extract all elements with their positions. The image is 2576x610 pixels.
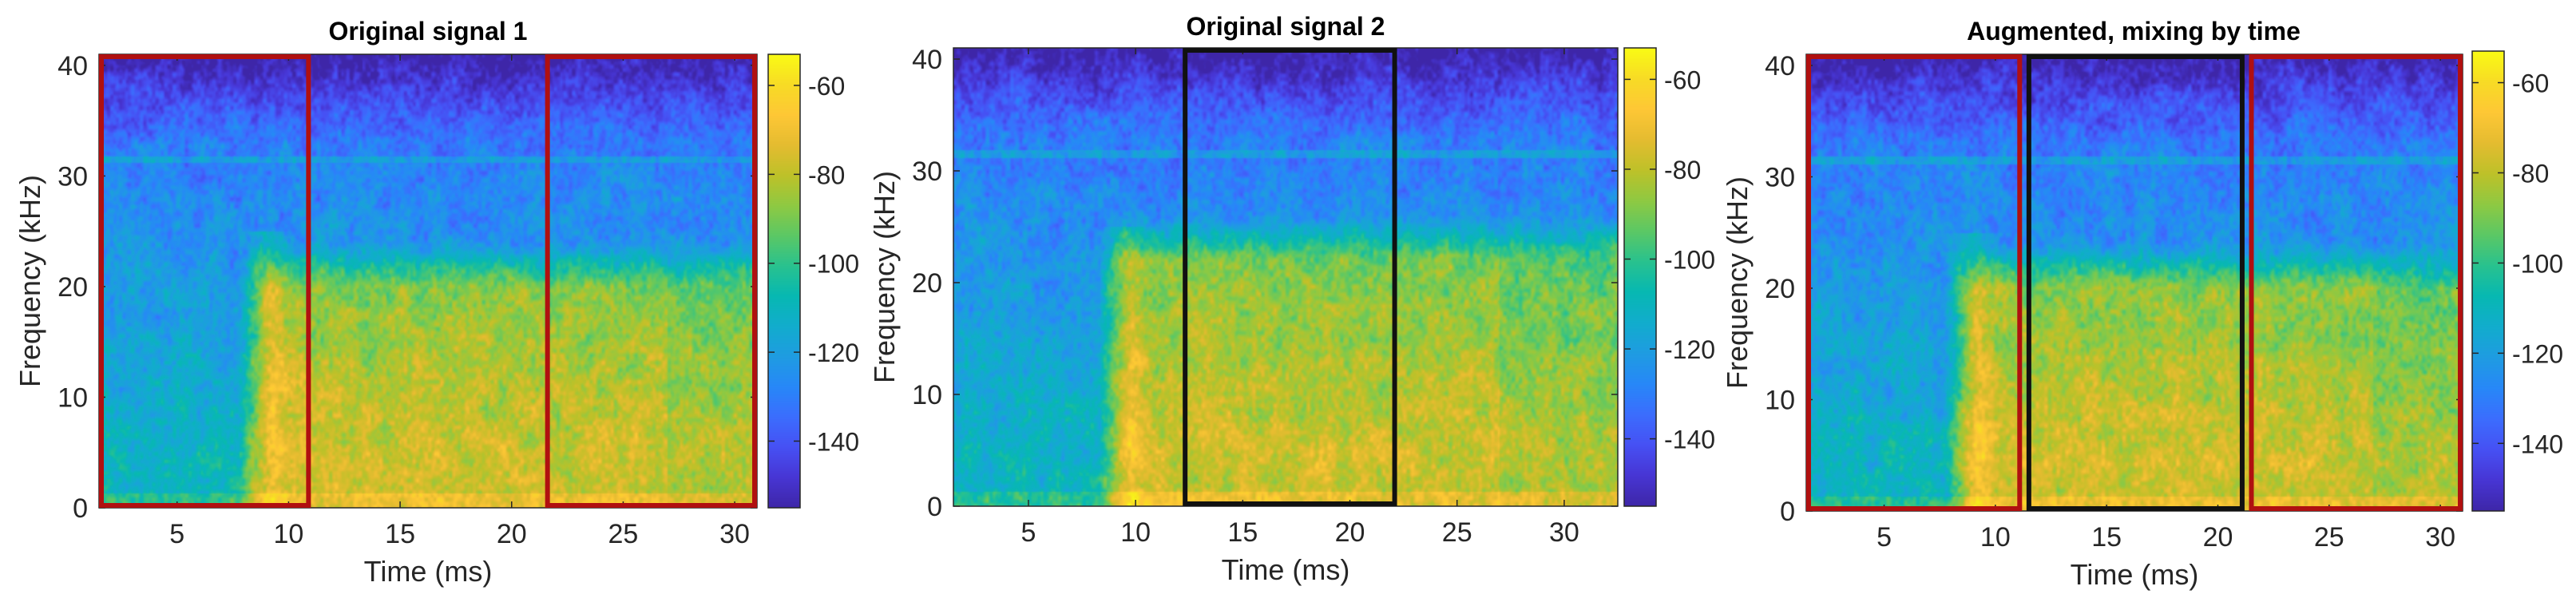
y-tick-label: 0	[927, 492, 942, 522]
y-tick-label: 0	[1780, 497, 1795, 527]
y-axis-label: Frequency (kHz)	[1721, 176, 1754, 389]
y-tick-label: 20	[1765, 274, 1795, 304]
colorbar-frame	[2471, 50, 2505, 512]
x-tick-label: 15	[1227, 517, 1258, 548]
colorbar-tick-label: -60	[808, 72, 845, 101]
chart-title: Augmented, mixing by time	[1967, 17, 2301, 46]
y-tick-label: 40	[1765, 51, 1795, 81]
y-tick-label: 30	[1765, 162, 1795, 192]
x-tick-label: 15	[385, 519, 415, 549]
x-tick-label: 10	[1980, 522, 2011, 553]
colorbar-tick-label: -100	[2512, 249, 2563, 278]
x-tick-label: 25	[2314, 522, 2344, 553]
colorbar-tick-label: -120	[2512, 339, 2563, 368]
y-axis-label: Frequency (kHz)	[14, 175, 46, 387]
x-tick-label: 10	[1120, 517, 1151, 548]
colorbar-tick-label: -140	[1664, 426, 1715, 454]
y-tick-label: 10	[1765, 385, 1795, 415]
spectrogram-heatmap	[953, 48, 1618, 506]
colorbar-tick-label: -140	[2512, 430, 2563, 458]
colorbar-gradient	[1624, 48, 1656, 506]
highlight-box	[1183, 48, 1397, 506]
axes-frame	[1805, 53, 2463, 512]
colorbar-gradient	[2472, 51, 2504, 511]
y-tick-label: 40	[912, 45, 942, 75]
x-tick-label: 5	[169, 519, 184, 549]
x-axis-label: Time (ms)	[1222, 553, 1350, 586]
colorbar-tick-label: -100	[1664, 245, 1715, 274]
y-tick-label: 30	[57, 161, 88, 192]
x-tick-label: 25	[1442, 517, 1472, 548]
x-tick-label: 5	[1877, 522, 1892, 553]
y-tick-label: 20	[912, 268, 942, 299]
x-tick-label: 30	[2425, 522, 2455, 553]
chart-title: Original signal 2	[1187, 12, 1385, 41]
y-tick-label: 0	[73, 493, 88, 524]
x-tick-label: 5	[1020, 517, 1036, 548]
colorbar-tick-label: -120	[808, 339, 859, 367]
colorbar-frame	[1623, 47, 1657, 507]
colorbar-tick-label: -140	[808, 427, 859, 456]
y-tick-label: 30	[912, 156, 942, 187]
colorbar-tick-label: -80	[2512, 159, 2549, 188]
colorbar-tick-label: -100	[808, 250, 859, 279]
colorbar-tick-label: -60	[2512, 69, 2549, 98]
x-tick-label: 15	[2091, 522, 2122, 553]
y-tick-label: 10	[912, 380, 942, 410]
axes-frame	[98, 53, 758, 509]
x-axis-label: Time (ms)	[2071, 558, 2199, 591]
x-tick-label: 30	[1549, 517, 1579, 548]
colorbar-tick-label: -60	[1664, 65, 1701, 94]
x-axis-label: Time (ms)	[364, 555, 493, 588]
colorbar-gradient	[768, 54, 800, 508]
colorbar-frame	[767, 53, 801, 509]
highlight-box	[2249, 54, 2463, 511]
spectrogram-heatmap	[99, 54, 757, 508]
y-tick-label: 40	[57, 51, 88, 81]
y-tick-label: 20	[57, 272, 88, 303]
y-tick-label: 10	[57, 382, 88, 413]
y-axis-label: Frequency (kHz)	[868, 171, 901, 383]
chart-title: Original signal 1	[329, 17, 528, 46]
spectrogram-heatmap	[1806, 54, 2463, 511]
highlight-box	[1806, 54, 2023, 511]
colorbar-tick-label: -120	[1664, 335, 1715, 364]
colorbar-tick-label: -80	[808, 160, 845, 189]
highlight-box	[545, 54, 757, 508]
x-tick-label: 20	[497, 519, 527, 549]
x-tick-label: 20	[2203, 522, 2233, 553]
x-tick-label: 20	[1335, 517, 1365, 548]
x-tick-label: 25	[608, 519, 638, 549]
x-tick-label: 10	[274, 519, 304, 549]
x-tick-label: 30	[719, 519, 750, 549]
highlight-box	[2026, 54, 2245, 511]
colorbar-tick-label: -80	[1664, 156, 1701, 184]
highlight-box	[99, 54, 311, 508]
